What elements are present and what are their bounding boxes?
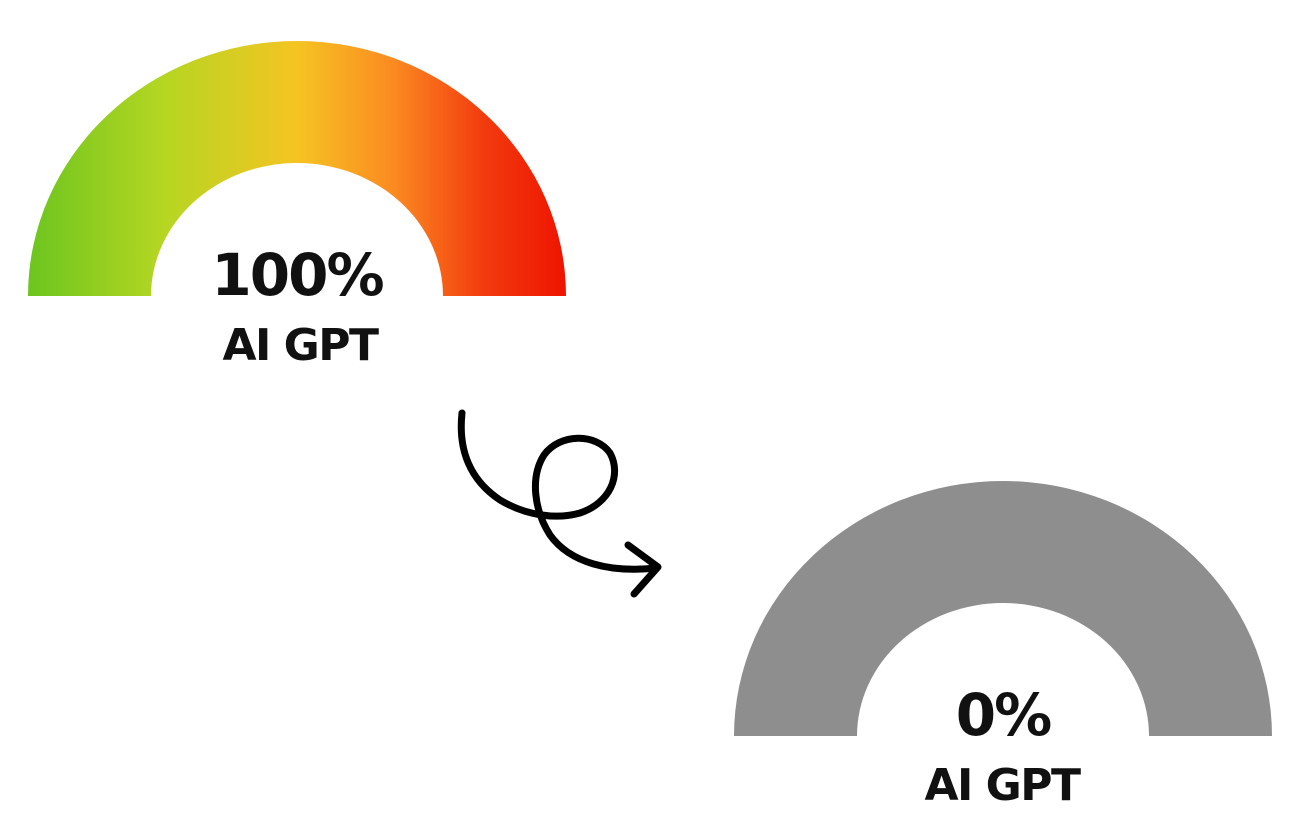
gauge-empty-value: 0% <box>955 681 1052 749</box>
gauge-full-arc <box>28 41 566 296</box>
gauge-full-label: AI GPT <box>222 320 379 371</box>
curly-arrow-icon <box>457 409 662 598</box>
gauge-full-value: 100% <box>211 241 384 309</box>
gauge-empty-arc <box>734 481 1272 736</box>
gauge-empty-label: AI GPT <box>924 760 1081 811</box>
gauge-full <box>28 41 566 296</box>
gauge-empty <box>734 481 1272 736</box>
